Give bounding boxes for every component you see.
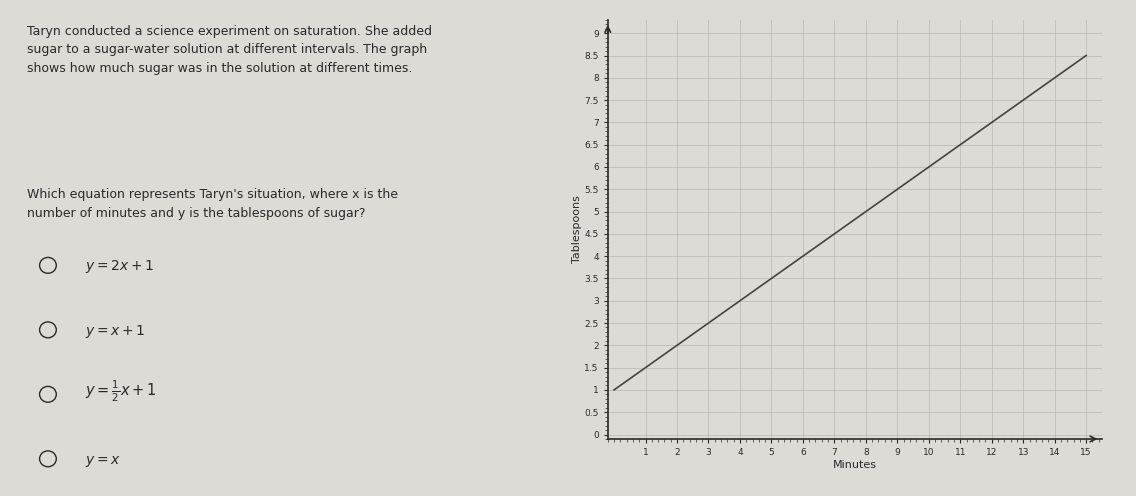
Y-axis label: Tablespoons: Tablespoons — [571, 195, 582, 263]
Text: $y = \frac{1}{2}x + 1$: $y = \frac{1}{2}x + 1$ — [84, 379, 157, 404]
Text: $y = 2x + 1$: $y = 2x + 1$ — [84, 258, 153, 275]
X-axis label: Minutes: Minutes — [833, 460, 877, 470]
Text: Taryn conducted a science experiment on saturation. She added
sugar to a sugar-w: Taryn conducted a science experiment on … — [27, 25, 432, 75]
Text: $y = x + 1$: $y = x + 1$ — [84, 323, 145, 340]
Text: $y = x$: $y = x$ — [84, 454, 120, 469]
Text: Which equation represents Taryn's situation, where x is the
number of minutes an: Which equation represents Taryn's situat… — [27, 188, 398, 220]
